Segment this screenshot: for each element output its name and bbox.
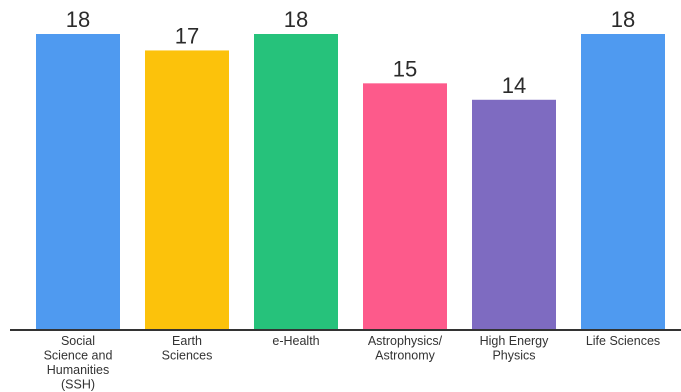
bars-group <box>36 34 665 331</box>
category-label-1: Earth Sciences <box>162 334 213 363</box>
category-label-0-line-1: Science and <box>44 349 113 363</box>
category-label-0: Social Science and Humanities (SSH) <box>44 334 113 392</box>
data-label-0: 18 <box>66 7 90 32</box>
data-label-1: 17 <box>175 23 199 48</box>
data-label-2: 18 <box>284 7 308 32</box>
bar-5 <box>581 34 665 330</box>
data-label-5: 18 <box>611 7 635 32</box>
category-label-3: Astrophysics/Astronomy <box>368 334 443 363</box>
data-label-3: 15 <box>393 56 417 81</box>
data-label-4: 14 <box>502 73 526 98</box>
category-label-4: High Energy Physics <box>480 334 550 363</box>
category-label-1-line-1: Sciences <box>162 349 213 363</box>
bar-3 <box>363 83 447 330</box>
category-label-5: Life Sciences <box>586 334 660 348</box>
category-label-0-line-0: Social <box>61 334 95 348</box>
category-label-4-line-0: High Energy <box>480 334 550 348</box>
value-labels-group: 18 17 18 15 14 18 <box>66 7 635 98</box>
category-labels-group: Social Science and Humanities (SSH)Earth Sci… <box>44 334 661 392</box>
category-label-2: e-Health <box>272 334 319 348</box>
category-label-3-line-1: Astronomy <box>375 349 435 363</box>
category-label-0-line-2: Humanities <box>47 363 110 377</box>
bar-2 <box>254 34 338 330</box>
category-label-0-line-3: (SSH) <box>61 378 95 392</box>
category-label-5-line-0: Life Sciences <box>586 334 660 348</box>
bar-4 <box>472 99 556 331</box>
category-label-2-line-0: e-Health <box>272 334 319 348</box>
bar-1 <box>145 50 229 330</box>
category-label-1-line-0: Earth <box>172 334 202 348</box>
category-label-4-line-1: Physics <box>492 349 535 363</box>
category-label-3-line-0: Astrophysics/ <box>368 334 443 348</box>
bar-0 <box>36 34 120 330</box>
